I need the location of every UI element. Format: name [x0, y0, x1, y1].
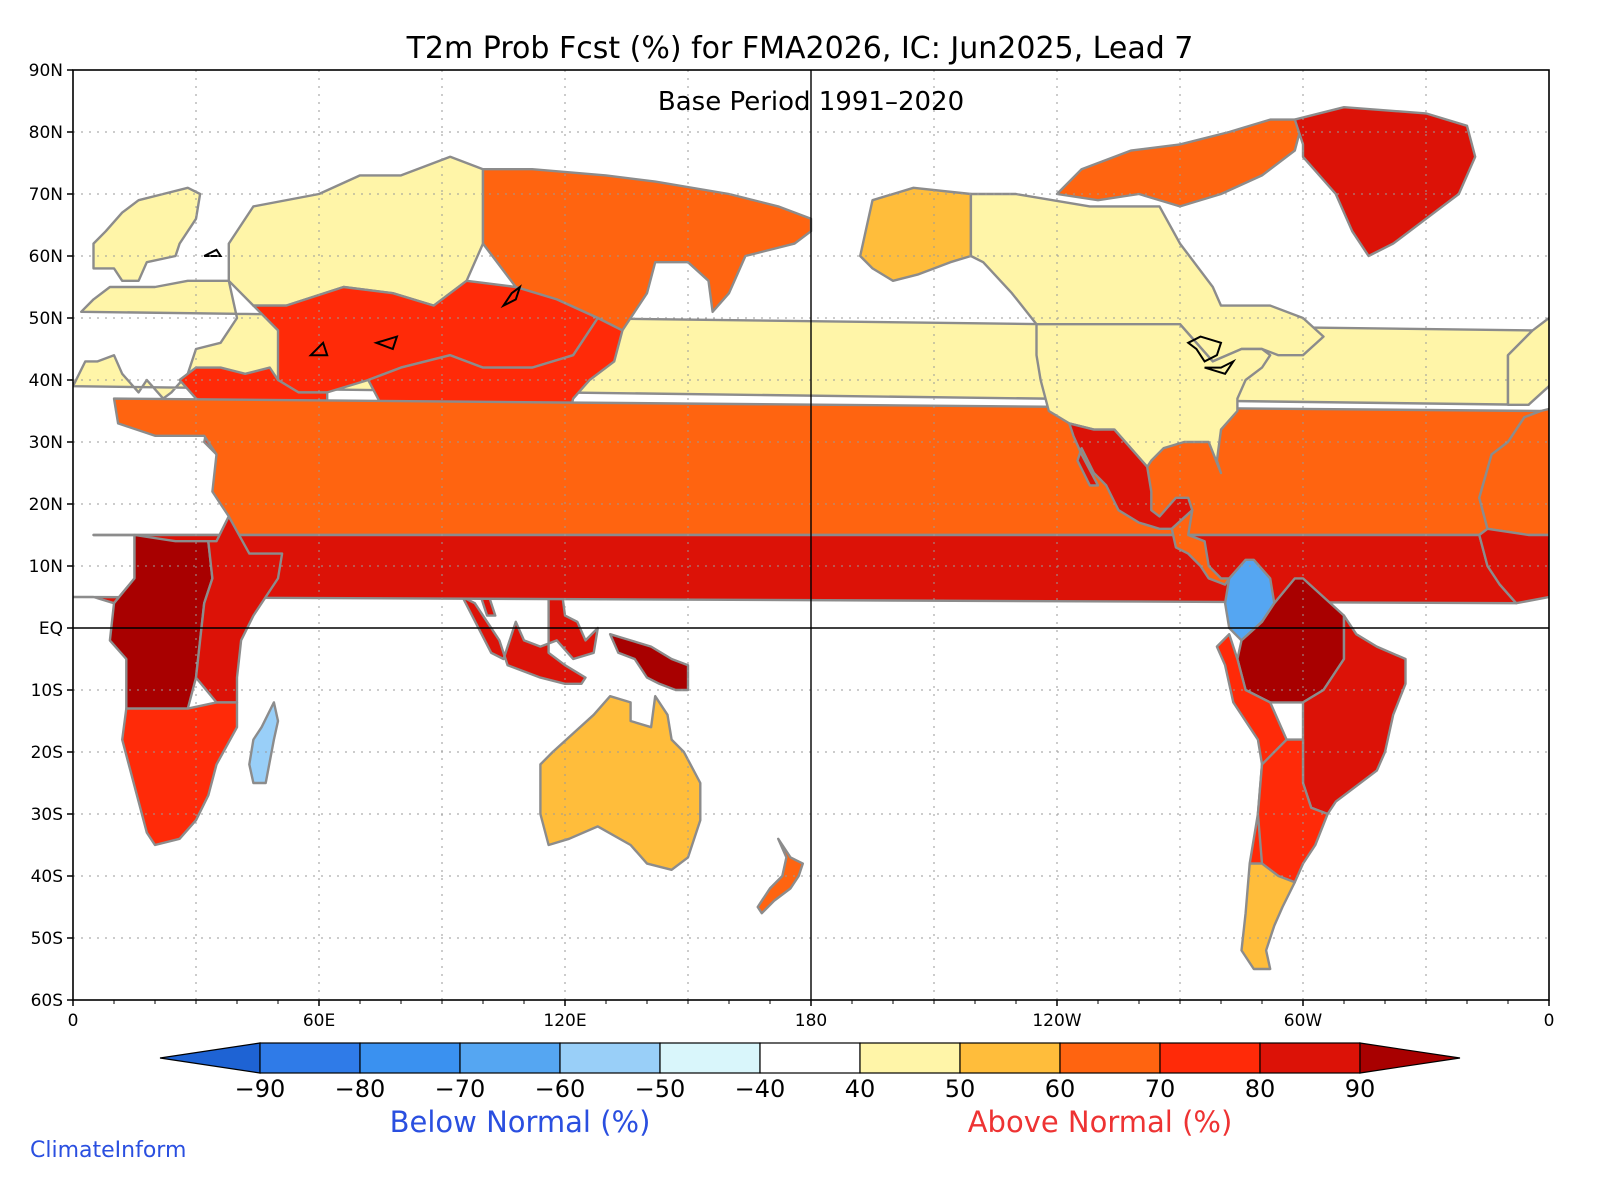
lat-tick-label: 90N	[29, 61, 63, 81]
lat-tick-label: 40S	[31, 867, 63, 887]
region-southern-africa	[121, 701, 239, 847]
region-brazil	[1301, 614, 1407, 816]
lat-tick-label: 70N	[29, 185, 63, 205]
region-madagascar	[248, 701, 280, 785]
chart-title: T2m Prob Fcst (%) for FMA2026, IC: Jun20…	[406, 31, 1194, 66]
lat-tick-label: 80N	[29, 123, 63, 143]
colorbar-end-high	[1359, 1042, 1461, 1074]
longitude-axis: 0 60E 120E 180 120W 60W 0	[68, 1000, 1555, 1031]
lat-tick-label: EQ	[39, 619, 63, 639]
colorbar-swatch	[259, 1042, 361, 1074]
lon-tick-label: 60E	[303, 1011, 335, 1031]
base-period-label: Base Period 1991–2020	[658, 87, 964, 117]
region-patagonia	[1240, 862, 1296, 971]
lat-tick-label: 50S	[31, 929, 63, 949]
region-wrap-europe	[1506, 316, 1549, 406]
region-new-zealand	[756, 837, 804, 915]
colorbar-swatch	[759, 1042, 861, 1074]
lat-tick-label: 10S	[31, 681, 63, 701]
colorbar-swatch	[859, 1042, 961, 1074]
region-mexico	[1068, 422, 1194, 530]
lake-outline	[1204, 358, 1237, 375]
colorbar-label: −80	[335, 1075, 386, 1103]
colorbar-label: −50	[635, 1075, 686, 1103]
land-layer	[73, 106, 1549, 971]
region-east-africa	[194, 515, 284, 704]
colorbar-label: 70	[1145, 1075, 1176, 1103]
colorbar-swatch	[1059, 1042, 1161, 1074]
colorbar-swatch	[559, 1042, 661, 1074]
colorbar-label: 90	[1345, 1075, 1376, 1103]
region-wrap-sahara	[1478, 407, 1549, 537]
lake-outline	[500, 284, 522, 309]
region-canada	[969, 192, 1325, 363]
colorbar-swatch	[359, 1042, 461, 1074]
lake-outline	[308, 340, 329, 357]
credit-label: ClimateInform	[30, 1138, 187, 1163]
lat-tick-label: 20S	[31, 743, 63, 763]
colorbar-swatch	[959, 1042, 1061, 1074]
colorbar-swatch	[1159, 1042, 1261, 1074]
region-australia	[539, 695, 702, 871]
region-scandinavia	[92, 186, 202, 282]
lat-tick-label: 10N	[29, 557, 63, 577]
lon-tick-label: 120W	[1032, 1011, 1081, 1031]
colorbar: −90 −80 −70 −60 −50 −40 40 50 60 70 80 90	[159, 1042, 1461, 1103]
colorbar-swatch	[1259, 1042, 1361, 1074]
lon-tick-label: 180	[795, 1011, 827, 1031]
colorbar-label: 40	[845, 1075, 876, 1103]
lon-tick-label: 0	[68, 1011, 79, 1031]
lat-tick-label: 60S	[31, 991, 63, 1011]
region-greenland	[1293, 106, 1477, 258]
colorbar-label: −40	[735, 1075, 786, 1103]
colorbar-label: −70	[435, 1075, 486, 1103]
lon-tick-label: 0	[1544, 1011, 1555, 1031]
region-sahara	[92, 397, 1542, 543]
above-normal-label: Above Normal (%)	[968, 1105, 1233, 1139]
lake-outline	[1186, 335, 1223, 363]
lon-tick-label: 120E	[543, 1011, 586, 1031]
lake-outline	[373, 335, 399, 351]
colorbar-label: 60	[1045, 1075, 1076, 1103]
lake-outline	[203, 248, 223, 257]
latitude-axis: 90N 80N 70N 60N 50N 40N 30N 20N 10N EQ 10S 20S 30S 40…	[29, 61, 73, 1011]
lat-tick-label: 30S	[31, 805, 63, 825]
lon-tick-label: 60W	[1284, 1011, 1323, 1031]
lat-tick-label: 50N	[29, 309, 63, 329]
map-panel	[73, 70, 1549, 1000]
colorbar-swatch	[459, 1042, 561, 1074]
lat-tick-label: 30N	[29, 433, 63, 453]
colorbar-swatch	[659, 1042, 761, 1074]
below-normal-label: Below Normal (%)	[390, 1105, 651, 1139]
colorbar-end-low	[159, 1042, 261, 1074]
lat-tick-label: 40N	[29, 371, 63, 391]
colorbar-label: −90	[235, 1075, 286, 1103]
colorbar-label: −60	[535, 1075, 586, 1103]
colorbar-label: 80	[1245, 1075, 1276, 1103]
colorbar-label: 50	[945, 1075, 976, 1103]
lake-layer	[203, 248, 1237, 375]
lat-tick-label: 20N	[29, 495, 63, 515]
lat-tick-label: 60N	[29, 247, 63, 267]
